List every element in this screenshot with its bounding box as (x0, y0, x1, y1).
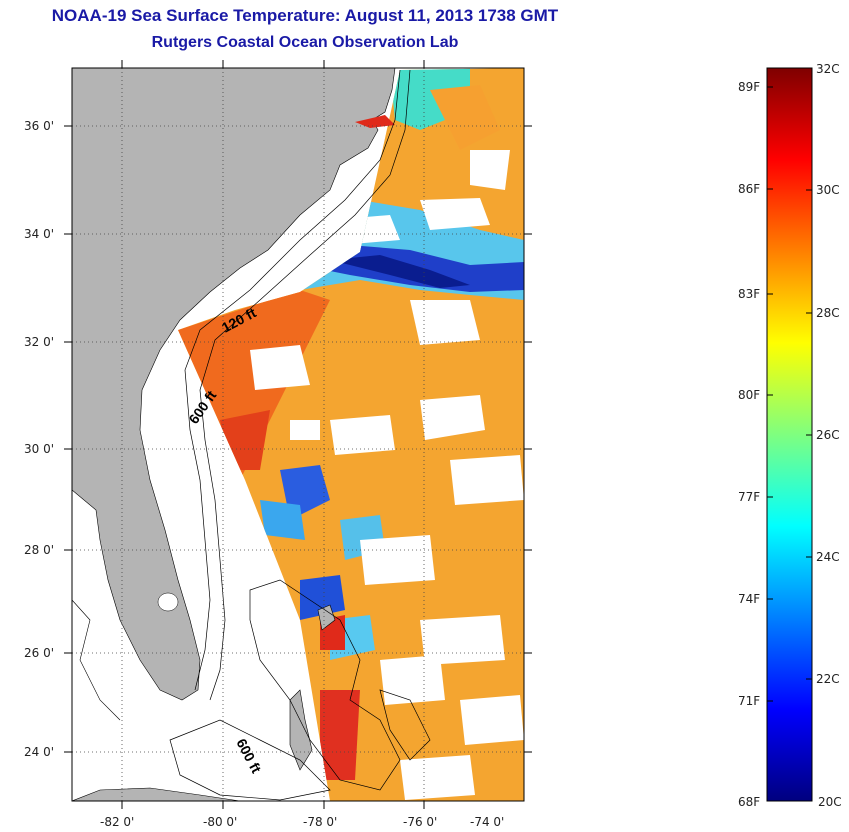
colorbar-f-68: 68F (738, 795, 761, 809)
colorbar-c-32: 32C (816, 62, 840, 76)
colorbar-ticks (767, 86, 812, 702)
lon-label-78: -78 0' (303, 815, 338, 829)
colorbar-c-22: 22C (816, 672, 840, 686)
colorbar-f-77: 77F (738, 490, 761, 504)
cuba-outline (72, 787, 241, 801)
colorbar-f-71: 71F (738, 694, 761, 708)
contour-bahamas-1 (249, 579, 401, 791)
colorbar-f-74: 74F (738, 592, 761, 606)
colorbar-c-28: 28C (816, 306, 840, 320)
map-subtitle: Rutgers Coastal Ocean Observation Lab (151, 34, 459, 51)
colorbar-c-20: 20C (818, 795, 842, 809)
us-landmass (72, 68, 396, 701)
colorbar-f-83: 83F (738, 287, 761, 301)
lon-label-76: -76 0' (403, 815, 438, 829)
colorbar-f-86: 86F (738, 182, 761, 196)
lake-okeechobee (157, 592, 179, 612)
colorbar-f-80: 80F (738, 388, 761, 402)
contour-120ft (184, 69, 401, 691)
lat-label-34: 34 0' (24, 227, 55, 241)
bahamas-islands (289, 689, 313, 771)
lon-label-80: -80 0' (203, 815, 238, 829)
lat-label-26: 26 0' (24, 646, 55, 660)
contour-bahamas-2 (169, 719, 331, 801)
lat-label-32: 32 0' (24, 335, 55, 349)
colorbar-gradient (766, 67, 813, 802)
map-frame (71, 67, 525, 802)
graticule (72, 68, 524, 801)
lon-label-74: -74 0' (470, 815, 505, 829)
colorbar-c-26: 26C (816, 428, 840, 442)
contour-600ft (199, 69, 411, 701)
colorbar-c-30: 30C (816, 183, 840, 197)
colorbar-c-24: 24C (816, 550, 840, 564)
colorbar-f-89: 89F (738, 80, 761, 94)
pamlico-sound (355, 115, 395, 128)
lat-label-36: 36 0' (24, 119, 55, 133)
axis-ticks (64, 60, 532, 809)
contour-bahamas-3 (379, 689, 431, 761)
lat-label-30: 30 0' (24, 442, 55, 456)
contour-florida-west (72, 599, 121, 721)
lat-label-28: 28 0' (24, 543, 55, 557)
lat-label-24: 24 0' (24, 745, 55, 759)
lon-label-82: -82 0' (100, 815, 135, 829)
map-title: NOAA-19 Sea Surface Temperature: August … (51, 6, 559, 25)
bahamas-island-abaco (317, 604, 336, 631)
